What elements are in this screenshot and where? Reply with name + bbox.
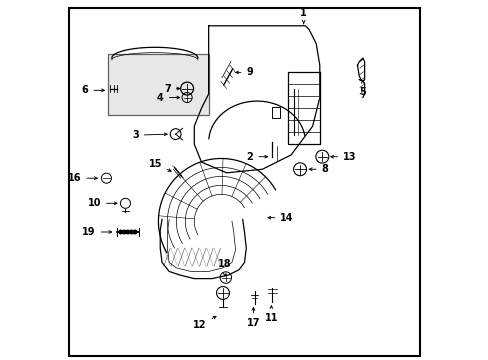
Text: 14: 14: [267, 213, 293, 222]
Text: 18: 18: [218, 259, 231, 276]
Text: 2: 2: [246, 152, 267, 162]
Bar: [108, 54, 208, 116]
Text: 5: 5: [359, 81, 366, 97]
Circle shape: [126, 230, 129, 234]
Text: 13: 13: [330, 152, 356, 162]
Text: 12: 12: [193, 316, 216, 330]
Circle shape: [129, 230, 133, 234]
Text: 11: 11: [264, 306, 278, 323]
Text: 19: 19: [82, 227, 111, 237]
Text: 6: 6: [81, 85, 104, 95]
Text: 3: 3: [132, 130, 167, 140]
Text: 17: 17: [246, 307, 260, 328]
Circle shape: [133, 230, 137, 234]
Text: 7: 7: [164, 84, 180, 94]
Bar: [287, 72, 319, 144]
Text: 1: 1: [300, 8, 306, 24]
Text: 8: 8: [308, 164, 328, 174]
Text: 4: 4: [157, 93, 180, 103]
Text: 10: 10: [87, 198, 117, 208]
Circle shape: [122, 230, 126, 234]
Bar: [272, 107, 280, 118]
Text: 16: 16: [68, 173, 97, 183]
Circle shape: [119, 230, 122, 234]
Text: 15: 15: [148, 159, 171, 171]
Text: 9: 9: [235, 67, 252, 77]
